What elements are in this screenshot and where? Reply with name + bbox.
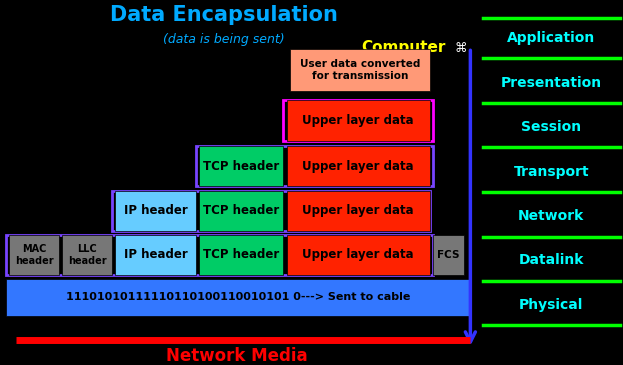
- Bar: [115, 191, 196, 231]
- Text: Data Encapsulation: Data Encapsulation: [110, 5, 338, 26]
- Text: User data converted
for transmission: User data converted for transmission: [300, 59, 420, 81]
- Bar: [283, 100, 433, 141]
- Bar: [433, 235, 464, 275]
- Bar: [112, 191, 430, 231]
- Text: ⌘: ⌘: [455, 42, 467, 55]
- Bar: [115, 235, 196, 275]
- Text: Upper layer data: Upper layer data: [302, 248, 414, 261]
- Text: Computer: Computer: [361, 40, 445, 55]
- Text: (data is being sent): (data is being sent): [163, 33, 285, 46]
- Text: MAC
header: MAC header: [15, 244, 54, 266]
- Text: TCP header: TCP header: [203, 248, 280, 261]
- Text: Datalink: Datalink: [519, 253, 584, 267]
- Bar: [287, 191, 430, 231]
- Bar: [287, 235, 430, 275]
- Text: Application: Application: [507, 31, 596, 45]
- Text: Physical: Physical: [519, 298, 584, 312]
- Bar: [62, 235, 112, 275]
- Bar: [290, 49, 430, 91]
- Text: IP header: IP header: [124, 204, 188, 217]
- Bar: [6, 279, 470, 316]
- Text: Presentation: Presentation: [501, 76, 602, 90]
- Bar: [199, 191, 283, 231]
- Text: Upper layer data: Upper layer data: [302, 160, 414, 173]
- Text: Transport: Transport: [513, 165, 589, 178]
- Text: Upper layer data: Upper layer data: [302, 114, 414, 127]
- Text: Session: Session: [521, 120, 581, 134]
- Bar: [6, 235, 433, 275]
- Text: Network Media: Network Media: [166, 347, 308, 365]
- Text: TCP header: TCP header: [203, 204, 280, 217]
- Bar: [199, 146, 283, 186]
- Text: IP header: IP header: [124, 248, 188, 261]
- Text: TCP header: TCP header: [203, 160, 280, 173]
- Text: 11101010111110110100110010101 0---> Sent to cable: 11101010111110110100110010101 0---> Sent…: [66, 292, 411, 303]
- Text: FCS: FCS: [437, 250, 460, 260]
- Bar: [199, 235, 283, 275]
- Bar: [9, 235, 59, 275]
- Bar: [287, 100, 430, 141]
- Bar: [196, 146, 433, 186]
- Bar: [287, 146, 430, 186]
- Text: Upper layer data: Upper layer data: [302, 204, 414, 217]
- Text: Network: Network: [518, 209, 584, 223]
- Text: LLC
header: LLC header: [68, 244, 107, 266]
